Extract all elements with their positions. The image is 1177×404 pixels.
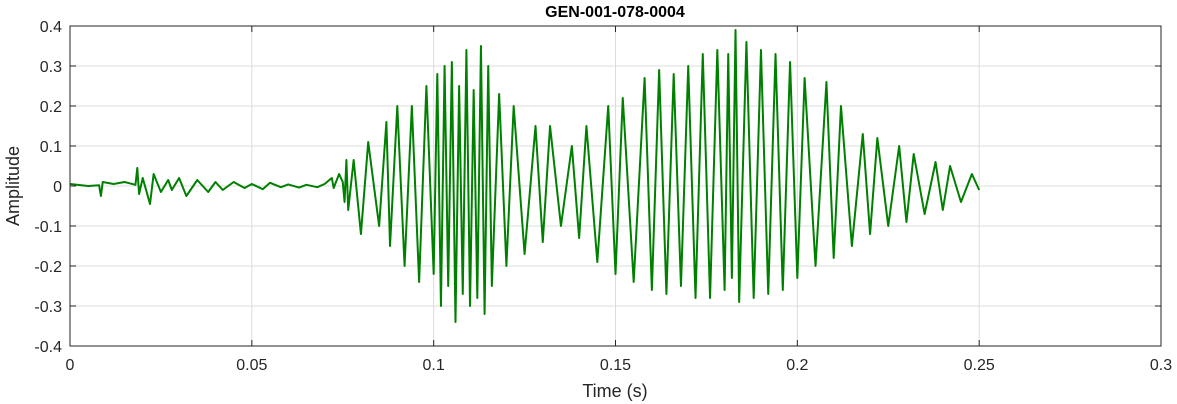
y-tick-label: -0.1 — [34, 219, 62, 236]
series-layer — [69, 29, 981, 323]
y-tick-labels: -0.4 -0.3 -0.2 -0.1 0 0.1 0.2 0.3 0.4 — [34, 19, 62, 356]
y-axis-label: Amplitude — [3, 146, 23, 226]
x-tick-label: 0 — [66, 357, 75, 374]
x-tick-label: 0.1 — [423, 357, 445, 374]
tick-marks — [69, 25, 1162, 347]
y-tick-label: 0.2 — [40, 99, 62, 116]
x-tick-label: 0.25 — [964, 357, 995, 374]
x-tick-label: 0.15 — [600, 357, 631, 374]
x-tick-labels: 0 0.05 0.1 0.15 0.2 0.25 0.3 — [66, 357, 1173, 374]
y-tick-label: 0.3 — [40, 59, 62, 76]
amplitude-series-line — [69, 29, 981, 323]
x-tick-label: 0.2 — [786, 357, 808, 374]
chart-title: GEN-001-078-0004 — [545, 4, 685, 21]
y-tick-label: -0.4 — [34, 339, 62, 356]
y-tick-label: -0.2 — [34, 259, 62, 276]
y-tick-label: 0.4 — [40, 19, 62, 36]
y-tick-label: 0.1 — [40, 139, 62, 156]
y-tick-label: -0.3 — [34, 299, 62, 316]
y-tick-label: 0 — [53, 179, 62, 196]
x-axis-label: Time (s) — [582, 381, 647, 401]
x-tick-label: 0.3 — [1150, 357, 1172, 374]
x-tick-label: 0.05 — [236, 357, 267, 374]
